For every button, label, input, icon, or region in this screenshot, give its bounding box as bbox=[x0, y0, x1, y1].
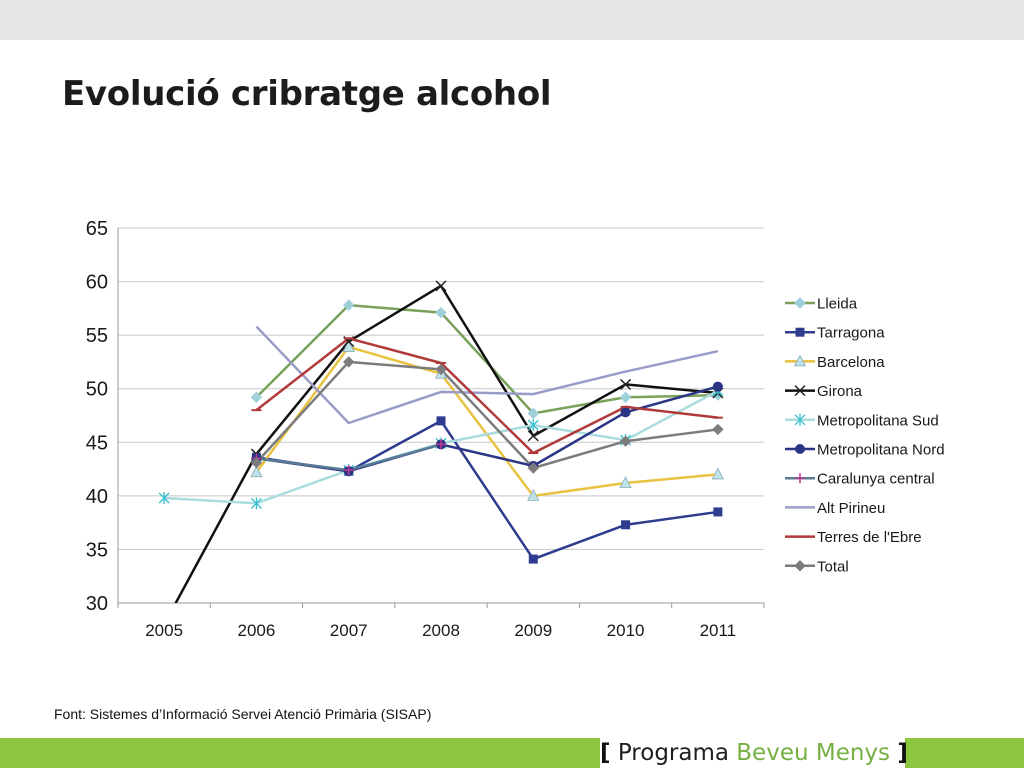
legend-item: Alt Pirineu bbox=[785, 500, 885, 517]
data-point bbox=[711, 467, 725, 480]
series-line bbox=[255, 337, 719, 455]
data-point bbox=[436, 439, 446, 450]
legend-marker bbox=[794, 297, 806, 309]
data-point bbox=[620, 378, 632, 390]
legend-marker bbox=[795, 327, 805, 337]
line-chart: 30 35 40 45 50 55 60 65 2005 2006 2007 2008 2009 2010… bbox=[86, 218, 945, 640]
data-point bbox=[619, 435, 632, 447]
data-point bbox=[527, 462, 539, 474]
x-tick-label: 2011 bbox=[700, 621, 737, 640]
top-band bbox=[0, 0, 1024, 40]
data-point bbox=[528, 554, 538, 564]
legend-marker bbox=[795, 473, 805, 484]
legend-item: Metropolitana Nord bbox=[785, 442, 945, 459]
data-point bbox=[527, 430, 539, 442]
data-point bbox=[250, 391, 263, 403]
legend-item: Lleida bbox=[785, 296, 858, 313]
legend-item: Terres de l'Ebre bbox=[785, 529, 922, 546]
slide-title: Evolució cribratge alcohol bbox=[62, 74, 552, 114]
data-point bbox=[620, 407, 631, 418]
brand-logo: [ Programa Beveu Menys ] bbox=[600, 738, 908, 768]
y-tick-label: 65 bbox=[86, 218, 108, 240]
legend-item: Caralunya central bbox=[785, 471, 935, 488]
legend-label: Metropolitana Sud bbox=[817, 412, 939, 429]
legend-label: Total bbox=[817, 558, 849, 575]
legend-label: Alt Pirineu bbox=[817, 500, 885, 517]
legend-item: Total bbox=[785, 558, 849, 575]
y-tick-label: 30 bbox=[86, 593, 108, 615]
series-line bbox=[255, 325, 719, 425]
data-point bbox=[527, 419, 539, 432]
legend-marker bbox=[794, 413, 806, 426]
brand-bracket-close: ] bbox=[897, 740, 908, 766]
x-tick-label: 2008 bbox=[422, 621, 460, 640]
x-tick-label: 2010 bbox=[607, 621, 645, 640]
y-tick-label: 45 bbox=[86, 432, 108, 454]
series-line bbox=[255, 360, 719, 470]
data-point bbox=[712, 381, 723, 392]
legend-marker bbox=[794, 385, 806, 397]
legend-label: Lleida bbox=[817, 296, 858, 313]
legend-label: Metropolitana Nord bbox=[817, 442, 945, 459]
legend-label: Girona bbox=[817, 383, 863, 400]
series-lines bbox=[164, 284, 719, 603]
data-point bbox=[619, 476, 632, 488]
series-line bbox=[256, 419, 719, 561]
series-markers bbox=[158, 280, 725, 564]
y-tick-label: 55 bbox=[86, 325, 108, 347]
source-note: Font: Sistemes d’Informació Servei Atenc… bbox=[54, 706, 432, 722]
data-point bbox=[713, 507, 723, 517]
x-tick-label: 2007 bbox=[330, 621, 368, 640]
brand-word-beveu-menys: Beveu Menys bbox=[736, 740, 891, 766]
data-point bbox=[527, 407, 539, 420]
data-point bbox=[158, 492, 170, 504]
data-point bbox=[619, 391, 632, 403]
legend-item: Tarragona bbox=[785, 325, 885, 342]
legend-label: Barcelona bbox=[817, 354, 885, 371]
data-point bbox=[435, 280, 447, 292]
data-point bbox=[435, 306, 447, 319]
data-point bbox=[250, 456, 263, 469]
x-tick-label: 2006 bbox=[238, 621, 276, 640]
legend-marker bbox=[793, 354, 807, 367]
legend-label: Caralunya central bbox=[817, 471, 935, 488]
data-point bbox=[250, 465, 263, 478]
gridlines bbox=[118, 227, 764, 604]
legend-marker bbox=[795, 444, 805, 454]
legend-label: Terres de l'Ebre bbox=[817, 529, 922, 546]
legend: Lleida Tarragona Barcelona Girona Metropolit… bbox=[785, 296, 945, 575]
legend-item: Girona bbox=[785, 383, 863, 400]
legend-item: Barcelona bbox=[785, 354, 885, 371]
legend-item: Metropolitana Sud bbox=[785, 412, 939, 429]
data-point bbox=[435, 363, 447, 376]
y-tick-label: 35 bbox=[86, 539, 108, 561]
x-tick-label: 2009 bbox=[514, 621, 552, 640]
data-point bbox=[343, 299, 355, 311]
legend-label: Tarragona bbox=[817, 325, 885, 342]
data-point bbox=[343, 465, 354, 476]
y-tick-label: 60 bbox=[86, 272, 108, 294]
data-point bbox=[621, 520, 631, 530]
data-point bbox=[527, 488, 540, 501]
series-line bbox=[174, 284, 718, 603]
y-tick-label: 50 bbox=[86, 379, 108, 401]
data-point bbox=[436, 416, 446, 426]
brand-word-programa: Programa bbox=[617, 740, 729, 766]
y-tick-label: 40 bbox=[86, 486, 108, 508]
axes: 30 35 40 45 50 55 60 65 2005 2006 2007 2008 2009 2010… bbox=[86, 218, 765, 640]
brand-bracket-open: [ bbox=[600, 740, 611, 766]
data-point bbox=[250, 497, 262, 510]
x-tick-label: 2005 bbox=[145, 621, 183, 640]
data-point bbox=[712, 423, 724, 436]
data-point bbox=[342, 340, 355, 352]
legend-marker bbox=[794, 560, 806, 572]
data-point bbox=[343, 356, 355, 368]
